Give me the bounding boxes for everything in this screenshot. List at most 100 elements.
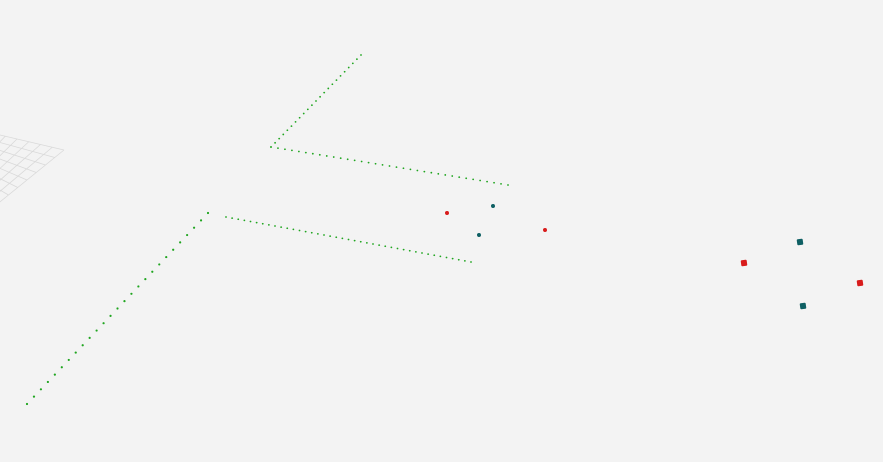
trajectory-point	[347, 238, 350, 241]
trajectory-point	[304, 151, 307, 154]
trajectory-point	[323, 91, 326, 94]
trajectory-point	[316, 232, 319, 235]
trajectory-point	[81, 344, 84, 347]
trajectory-point	[457, 258, 460, 261]
trajectory-point	[319, 95, 321, 98]
trajectory-point	[311, 104, 313, 107]
trajectory-point	[335, 236, 338, 239]
trajectory-point	[286, 129, 289, 132]
trajectory-point	[356, 58, 358, 61]
trajectory-point	[249, 220, 252, 223]
trajectory-point	[206, 211, 210, 215]
trajectory-point	[402, 248, 405, 251]
trajectory-point	[329, 235, 332, 238]
trajectory-point	[339, 75, 342, 77]
trajectory-point	[332, 156, 335, 158]
grid-line	[0, 149, 65, 203]
trajectory-point	[486, 180, 488, 183]
trajectory-point	[179, 241, 182, 244]
trajectory-point	[274, 141, 276, 144]
teal-marker	[799, 302, 807, 310]
red-marker	[445, 211, 449, 215]
trajectory-point	[137, 285, 140, 288]
trajectory-point	[46, 380, 49, 384]
trajectory-point	[479, 179, 482, 182]
trajectory-point	[343, 70, 346, 73]
red-marker	[856, 279, 864, 287]
trajectory-point	[395, 166, 398, 169]
trajectory-point	[32, 395, 36, 398]
grid-line	[0, 167, 28, 181]
trajectory-point	[507, 184, 509, 186]
trajectory-point	[360, 54, 362, 56]
trajectory-point	[346, 158, 349, 161]
grid-line	[0, 158, 37, 173]
trajectory-point	[109, 314, 112, 317]
trajectory-point	[298, 229, 301, 232]
object-markers	[445, 204, 864, 310]
trajectory-point	[409, 168, 412, 171]
trajectory-point	[372, 243, 374, 245]
trajectory-point	[360, 160, 363, 163]
trajectory-point	[367, 161, 370, 164]
trajectory-point	[310, 231, 313, 234]
trajectory-point	[437, 172, 440, 175]
trajectory-point	[25, 402, 29, 406]
trajectory-point	[39, 388, 43, 391]
trajectory-point	[396, 247, 399, 250]
trajectory-point	[284, 148, 286, 151]
trajectory-point	[298, 116, 301, 119]
trajectory-point	[255, 221, 258, 224]
trajectory-point	[282, 133, 285, 136]
trajectory-point	[290, 125, 293, 127]
trajectory-point	[274, 225, 276, 227]
trajectory-points	[25, 54, 509, 406]
trajectory-point	[351, 62, 354, 65]
trajectory-point	[231, 217, 234, 220]
trajectory-point	[416, 169, 419, 172]
trajectory-point	[421, 252, 423, 254]
trajectory-point	[243, 219, 246, 222]
trajectory-point	[67, 358, 70, 362]
trajectory-point	[95, 329, 98, 332]
trajectory-point	[151, 270, 154, 273]
trajectory-point	[430, 171, 433, 174]
trajectory-point	[359, 240, 362, 243]
trajectory-point	[327, 87, 330, 90]
red-marker	[740, 259, 748, 267]
trajectory-point	[325, 155, 328, 157]
trajectory-point	[451, 257, 454, 260]
trajectory-point	[291, 149, 293, 152]
trajectory-point	[388, 165, 391, 167]
trajectory-point	[445, 256, 448, 259]
trajectory-point	[130, 292, 133, 295]
trajectory-point	[414, 250, 417, 253]
trajectory-point	[451, 175, 454, 177]
trajectory-point	[384, 245, 387, 248]
teal-marker	[796, 238, 804, 246]
trajectory-point	[270, 146, 272, 148]
trajectory-point	[165, 255, 168, 259]
trajectory-point	[53, 373, 56, 376]
grid-line	[0, 134, 65, 151]
trajectory-point	[500, 182, 502, 185]
trajectory-point	[408, 249, 411, 252]
trajectory-point	[186, 233, 189, 237]
trajectory-point	[261, 222, 264, 225]
trajectory-point	[315, 100, 317, 102]
trajectory-point	[225, 216, 227, 218]
trajectory-point	[390, 246, 393, 249]
trajectory-point	[427, 253, 430, 256]
trajectory-point	[158, 263, 161, 266]
teal-marker	[477, 233, 481, 237]
trajectory-point	[339, 157, 342, 160]
trajectory-point	[323, 234, 325, 236]
trajectory-point	[341, 237, 344, 240]
trajectory-point	[423, 170, 426, 173]
trajectory-point	[472, 178, 475, 181]
trajectory-point	[353, 159, 356, 162]
trajectory-point	[237, 218, 240, 221]
trajectory-point	[123, 300, 126, 303]
